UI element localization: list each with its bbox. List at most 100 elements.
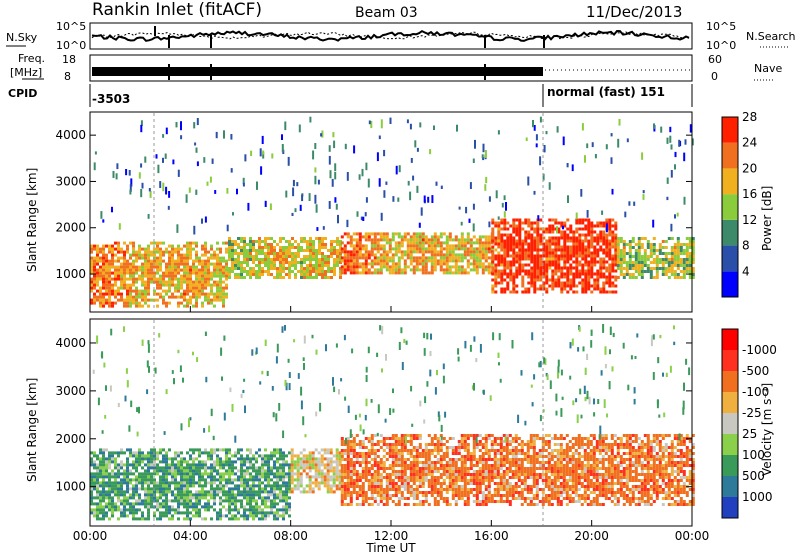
echo-cell	[327, 264, 330, 267]
echo-cell	[99, 259, 102, 263]
echo-cell	[168, 259, 171, 263]
echo-cell	[391, 265, 395, 269]
echo-cell	[252, 261, 255, 264]
echo-cell	[685, 237, 689, 240]
echo-cell	[156, 463, 159, 467]
echo-cell-sparse	[215, 131, 218, 139]
echo-cell	[147, 505, 150, 509]
echo-cell	[159, 295, 162, 299]
echo-cell	[581, 290, 585, 294]
echo-cell	[367, 461, 371, 464]
echo-cell	[379, 235, 383, 239]
echo-cell	[412, 434, 416, 437]
echo-cell	[108, 304, 111, 308]
echo-cell	[388, 455, 392, 458]
echo-cell	[596, 284, 600, 288]
echo-cell	[481, 253, 485, 257]
echo-cell	[691, 246, 695, 249]
echo-cell	[346, 503, 350, 506]
echo-cell	[162, 298, 165, 302]
echo-cell	[664, 273, 668, 276]
echo-cell	[385, 259, 389, 263]
echo-cell	[273, 493, 276, 497]
echo-cell	[539, 269, 543, 273]
echo-cell	[123, 253, 126, 257]
echo-cell	[156, 490, 159, 494]
echo-cell	[545, 230, 549, 234]
echo-cell	[261, 261, 264, 264]
echo-cell	[183, 466, 186, 470]
echo-cell	[159, 259, 162, 263]
echo-cell	[299, 475, 303, 479]
echo-cell	[497, 272, 501, 276]
echo-cell	[93, 301, 96, 305]
echo-cell	[614, 245, 618, 249]
echo-cell	[135, 508, 138, 512]
echo-cell	[99, 472, 102, 476]
echo-cell	[120, 298, 123, 302]
echo-cell	[376, 461, 380, 464]
echo-cell	[195, 448, 198, 452]
echo-cell	[340, 500, 344, 503]
echo-cell	[141, 484, 144, 488]
echo-cell-sparse	[676, 212, 679, 217]
echo-cell	[144, 259, 147, 263]
echo-cell	[264, 511, 267, 515]
echo-cell	[138, 454, 141, 458]
echo-cell	[551, 230, 555, 234]
echo-cell	[165, 499, 168, 503]
echo-cell	[340, 458, 344, 461]
echo-cell	[273, 463, 276, 467]
echo-cell	[593, 272, 597, 276]
echo-cell	[349, 265, 353, 269]
echo-cell	[463, 271, 467, 275]
echo-cell	[210, 463, 213, 467]
echo-cell	[599, 233, 603, 237]
echo-cell	[249, 511, 252, 515]
echo-cell	[108, 244, 111, 248]
echo-cell	[177, 469, 180, 473]
echo-cell	[391, 485, 395, 488]
echo-cell	[563, 242, 567, 246]
echo-cell	[685, 243, 689, 246]
colorbar-tick-label: 16	[742, 187, 757, 201]
echo-cell	[117, 496, 120, 500]
echo-cell	[506, 287, 510, 291]
echo-cell	[207, 490, 210, 494]
echo-cell	[288, 270, 291, 273]
echo-cell	[685, 252, 689, 255]
echo-cell	[234, 508, 237, 512]
echo-cell	[207, 265, 210, 269]
echo-cell	[231, 508, 234, 512]
echo-cell	[108, 487, 111, 491]
echo-cell	[171, 517, 174, 521]
echo-cell	[445, 259, 449, 263]
echo-cell	[340, 259, 344, 263]
echo-cell	[201, 283, 204, 287]
echo-cell	[619, 255, 623, 258]
echo-cell	[135, 484, 138, 488]
echo-cell	[156, 265, 159, 269]
echo-cell	[533, 269, 537, 273]
echo-cell	[608, 263, 612, 267]
echo-cell	[487, 265, 491, 269]
echo-cell	[506, 266, 510, 270]
echo-cell	[150, 466, 153, 470]
echo-cell	[144, 505, 147, 509]
echo-cell	[114, 502, 117, 506]
echo-cell	[634, 255, 638, 258]
echo-cell-sparse	[180, 135, 183, 140]
echo-cell	[201, 484, 204, 488]
echo-cell	[409, 473, 413, 476]
echo-cell	[279, 255, 282, 258]
echo-cell	[189, 466, 192, 470]
echo-cell	[201, 505, 204, 509]
echo-cell	[165, 481, 168, 485]
echo-cell	[198, 490, 201, 494]
echo-cell	[311, 466, 315, 470]
echo-cell	[518, 227, 522, 231]
colorbar-swatch	[722, 245, 738, 272]
echo-cell-sparse	[193, 225, 196, 235]
echo-cell	[123, 304, 126, 308]
echo-cell	[430, 244, 434, 248]
